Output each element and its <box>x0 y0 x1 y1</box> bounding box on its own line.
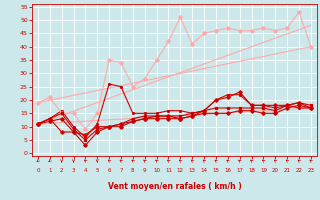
X-axis label: Vent moyen/en rafales ( km/h ): Vent moyen/en rafales ( km/h ) <box>108 182 241 191</box>
